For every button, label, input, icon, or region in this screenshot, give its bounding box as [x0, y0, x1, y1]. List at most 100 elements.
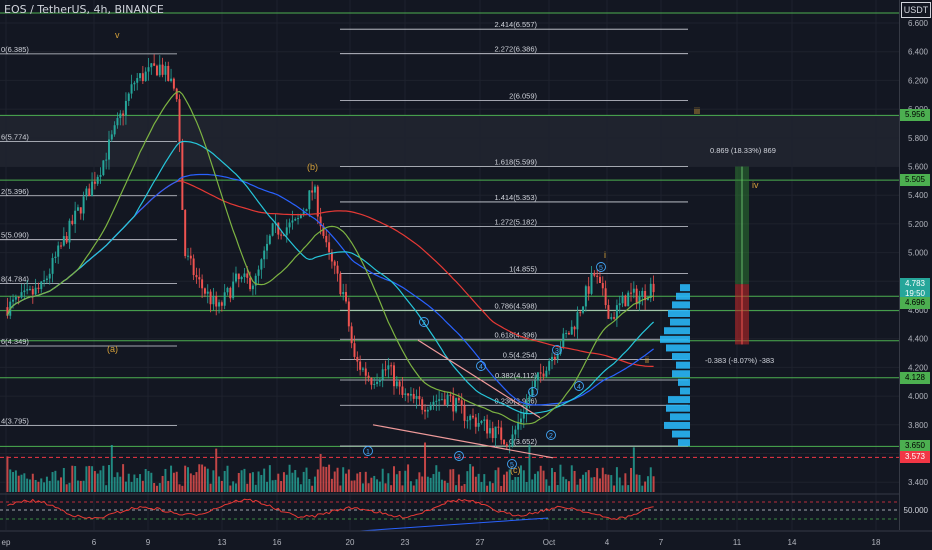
- wave-label-iii: iii: [694, 106, 700, 116]
- candle: [62, 227, 65, 247]
- candle: [590, 265, 593, 296]
- candle-body: [393, 365, 395, 387]
- wedge-lower-line: [372, 424, 554, 459]
- volume-bar: [531, 479, 534, 492]
- volume-bar: [330, 478, 333, 492]
- volume-bar: [257, 471, 260, 492]
- candle: [297, 213, 300, 225]
- volume-bar: [150, 472, 153, 492]
- candle: [409, 387, 412, 402]
- candle: [449, 391, 452, 403]
- candle: [302, 207, 305, 217]
- candle: [598, 271, 601, 284]
- volume-bar: [615, 467, 618, 492]
- candle: [438, 390, 441, 411]
- candle: [630, 282, 633, 302]
- volume-bar: [511, 479, 514, 492]
- candle-body: [525, 400, 528, 414]
- volume-bar: [646, 476, 649, 492]
- wave-circle-4-text: 4: [479, 364, 483, 371]
- candle: [68, 218, 71, 249]
- volume-bar: [598, 478, 601, 492]
- candle-body: [463, 405, 466, 421]
- price-tag: 4.696: [900, 297, 930, 310]
- candle-body: [424, 409, 427, 412]
- candle: [136, 72, 139, 91]
- candle-body: [356, 356, 359, 362]
- candle-body: [539, 372, 542, 374]
- candle: [644, 284, 647, 310]
- candle-body: [562, 333, 565, 348]
- price-tick-label: 5.000: [908, 249, 929, 258]
- candle: [421, 396, 424, 415]
- volume-bar: [122, 464, 125, 492]
- candle-body: [511, 434, 514, 446]
- candle-body: [40, 281, 43, 290]
- wave-circle-3-text: 3: [457, 454, 461, 461]
- volume-bar: [232, 481, 235, 492]
- volume-bar: [108, 465, 110, 492]
- volume-bar: [175, 471, 178, 492]
- candle: [280, 231, 283, 240]
- candle: [393, 362, 395, 395]
- candle-body: [508, 445, 511, 447]
- candle: [93, 171, 96, 190]
- volume-bar: [54, 470, 57, 492]
- candle-body: [387, 365, 390, 370]
- candle-body: [325, 235, 328, 243]
- volume-profile-bar: [678, 439, 690, 447]
- candle: [347, 297, 350, 332]
- candle-body: [31, 288, 34, 295]
- price-scale[interactable]: [899, 0, 932, 530]
- volume-bar: [336, 467, 339, 492]
- candle: [553, 352, 556, 365]
- volume-bar: [28, 479, 31, 492]
- candle: [240, 275, 243, 283]
- candle: [361, 366, 364, 372]
- currency-button[interactable]: USDT: [901, 2, 931, 18]
- candle: [446, 392, 449, 408]
- candle-body: [234, 273, 237, 282]
- volume-bar: [167, 480, 170, 492]
- candle: [576, 306, 579, 339]
- candle: [613, 311, 616, 320]
- candle-body: [584, 286, 587, 307]
- candle: [144, 67, 147, 82]
- candle-body: [147, 67, 150, 72]
- volume-bar: [457, 474, 460, 492]
- candle-body: [370, 377, 373, 385]
- volume-bar: [488, 481, 491, 492]
- volume-bar: [305, 467, 308, 492]
- volume-bar: [593, 477, 596, 492]
- volume-bar: [630, 467, 633, 492]
- volume-bar: [74, 466, 77, 492]
- candle: [119, 110, 122, 126]
- candle-body: [17, 297, 20, 299]
- volume-bar: [48, 480, 51, 492]
- candle-body: [34, 287, 37, 295]
- candle: [237, 273, 240, 288]
- candle-body: [254, 275, 257, 286]
- candle: [167, 61, 170, 82]
- candle: [601, 276, 604, 296]
- volume-bar: [350, 480, 353, 492]
- volume-bar: [268, 465, 271, 492]
- candle: [562, 327, 565, 350]
- ma-green-line: [6, 90, 654, 425]
- volume-bar: [91, 466, 94, 492]
- volume-bar: [418, 472, 421, 492]
- volume-bar: [93, 471, 96, 492]
- fib-label-right: 2(6.059): [509, 92, 537, 101]
- candle-body: [178, 99, 181, 143]
- candle-body: [553, 356, 556, 360]
- candle: [621, 291, 624, 308]
- volume-bar: [294, 470, 297, 492]
- candle: [367, 372, 370, 382]
- candle: [536, 372, 539, 391]
- time-tick-label: 11: [733, 538, 742, 547]
- volume-bar: [209, 483, 212, 492]
- candle-body: [395, 381, 398, 387]
- volume-bar: [302, 471, 305, 492]
- volume-bar: [387, 473, 390, 492]
